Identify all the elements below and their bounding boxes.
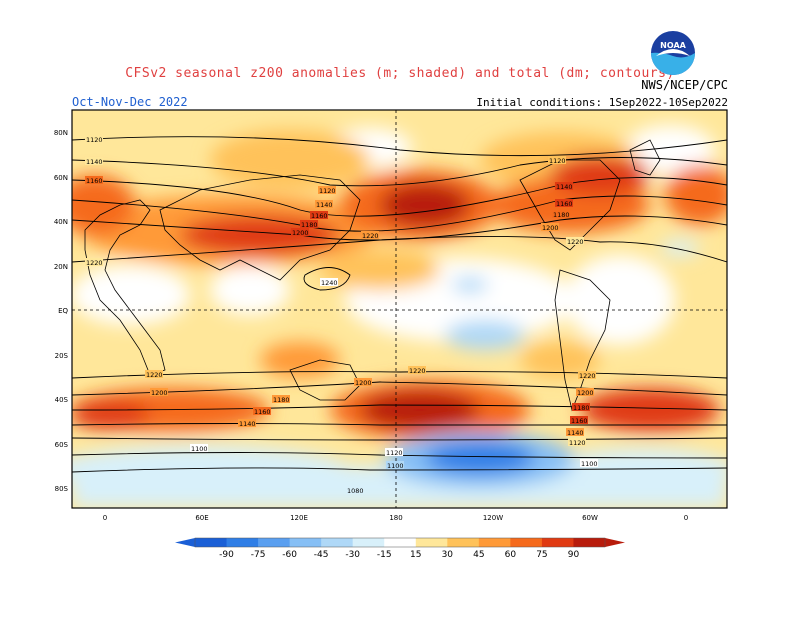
- contour-label: 1160: [311, 212, 328, 220]
- contour-label: 1120: [386, 449, 403, 457]
- contour-label: 1220: [409, 367, 426, 375]
- figure-title: CFSv2 seasonal z200 anomalies (m; shaded…: [125, 66, 675, 81]
- lat-label: EQ: [58, 307, 68, 315]
- contour-label: 1160: [571, 417, 588, 425]
- lat-label: 60S: [55, 441, 69, 449]
- contour-label: 1220: [362, 232, 379, 240]
- contour-label: 1120: [569, 439, 586, 447]
- contour-label: 1220: [146, 371, 163, 379]
- colorbar-swatch: [258, 538, 291, 547]
- anomaly-shading: [72, 110, 727, 508]
- lon-label: 120E: [290, 514, 308, 522]
- contour-label: 1140: [556, 183, 573, 191]
- colorbar-label: -30: [345, 550, 360, 560]
- colorbar-label: 45: [473, 550, 484, 560]
- contour-label: 1180: [301, 221, 318, 229]
- contour-label: 1120: [319, 187, 336, 195]
- contour-label: 1200: [577, 389, 594, 397]
- colorbar-label: 90: [568, 550, 580, 560]
- colorbar: -90 -75 -60 -45 -30 -15 15 30 45 60 75 90: [175, 537, 625, 560]
- contour-label: 1180: [273, 396, 290, 404]
- lat-label: 80N: [54, 129, 68, 137]
- lat-label: 40N: [54, 218, 68, 226]
- colorbar-label: 30: [442, 550, 454, 560]
- contour-label: 1100: [191, 445, 208, 453]
- contour-label: 1140: [239, 420, 256, 428]
- contour-label: 1160: [556, 200, 573, 208]
- reference-lines: [72, 110, 727, 508]
- colorbar-swatch: [352, 538, 385, 547]
- height-contours: [72, 136, 727, 473]
- colorbar-swatch: [573, 538, 606, 547]
- colorbar-label: 60: [505, 550, 517, 560]
- colorbar-label: -90: [219, 550, 234, 560]
- longitude-labels: 0 60E 120E 180 120W 60W 0: [103, 514, 688, 522]
- lon-label: 120W: [483, 514, 503, 522]
- contour-label: 1200: [292, 229, 309, 237]
- colorbar-swatch: [510, 538, 543, 547]
- contour-label: 1120: [549, 157, 566, 165]
- colorbar-label: 15: [410, 550, 421, 560]
- contour-label: 1180: [553, 211, 570, 219]
- contour-label: 1200: [542, 224, 559, 232]
- colorbar-swatch: [289, 538, 322, 547]
- contour-label: 1100: [581, 460, 598, 468]
- initial-conditions: Initial conditions: 1Sep2022-10Sep2022: [476, 96, 728, 109]
- contour-label: 1200: [151, 389, 168, 397]
- colorbar-swatch: [478, 538, 511, 547]
- contour-label: 1240: [321, 279, 338, 287]
- contour-label: 1080: [347, 487, 364, 495]
- lat-label: 20N: [54, 263, 68, 271]
- lat-label: 80S: [55, 485, 69, 493]
- colorbar-arrow-right: [605, 538, 625, 547]
- contour-label: 1160: [254, 408, 271, 416]
- colorbar-border: [194, 537, 606, 548]
- contour-label: 1160: [86, 177, 103, 185]
- contour-label: 1200: [355, 379, 372, 387]
- colorbar-label: -15: [377, 550, 392, 560]
- contour-label: 1100: [387, 462, 404, 470]
- colorbar-arrow-left: [175, 538, 195, 547]
- map-frame: [71, 109, 728, 509]
- colorbar-swatch: [195, 538, 228, 547]
- agency-credit: NWS/NCEP/CPC: [641, 78, 728, 92]
- contour-label-group: 1120 1140 1160 1220 1120 1140 1160 1180 …: [85, 135, 598, 495]
- lon-label: 60W: [582, 514, 598, 522]
- colorbar-swatch: [447, 538, 480, 547]
- contour-label: 1140: [86, 158, 103, 166]
- lon-label: 60E: [195, 514, 208, 522]
- lat-label: 60N: [54, 174, 68, 182]
- colorbar-label: 75: [536, 550, 547, 560]
- colorbar-swatch: [384, 538, 417, 547]
- lat-label: 20S: [55, 352, 69, 360]
- colorbar-swatch: [226, 538, 259, 547]
- colorbar-label: -45: [314, 550, 329, 560]
- contour-label: 1120: [86, 136, 103, 144]
- colorbar-label: -75: [251, 550, 266, 560]
- season-label: Oct-Nov-Dec 2022: [72, 95, 188, 109]
- latitude-labels: 80N 60N 40N 20N EQ 20S 40S 60S 80S: [54, 129, 69, 493]
- lon-label: 180: [389, 514, 402, 522]
- colorbar-swatch: [541, 538, 574, 547]
- contour-label: 1220: [579, 372, 596, 380]
- colorbar-swatch: [321, 538, 354, 547]
- colorbar-label: -60: [282, 550, 297, 560]
- colorbar-swatch: [415, 538, 448, 547]
- logo-text: NOAA: [660, 41, 686, 50]
- contour-label: 1140: [316, 201, 333, 209]
- lon-label: 0: [103, 514, 107, 522]
- lat-label: 40S: [55, 396, 69, 404]
- contour-label: 1180: [573, 404, 590, 412]
- contour-label: 1220: [86, 259, 103, 267]
- lon-label: 0: [684, 514, 688, 522]
- noaa-logo: NOAA: [651, 31, 695, 75]
- contour-label: 1220: [567, 238, 584, 246]
- contour-label: 1140: [567, 429, 584, 437]
